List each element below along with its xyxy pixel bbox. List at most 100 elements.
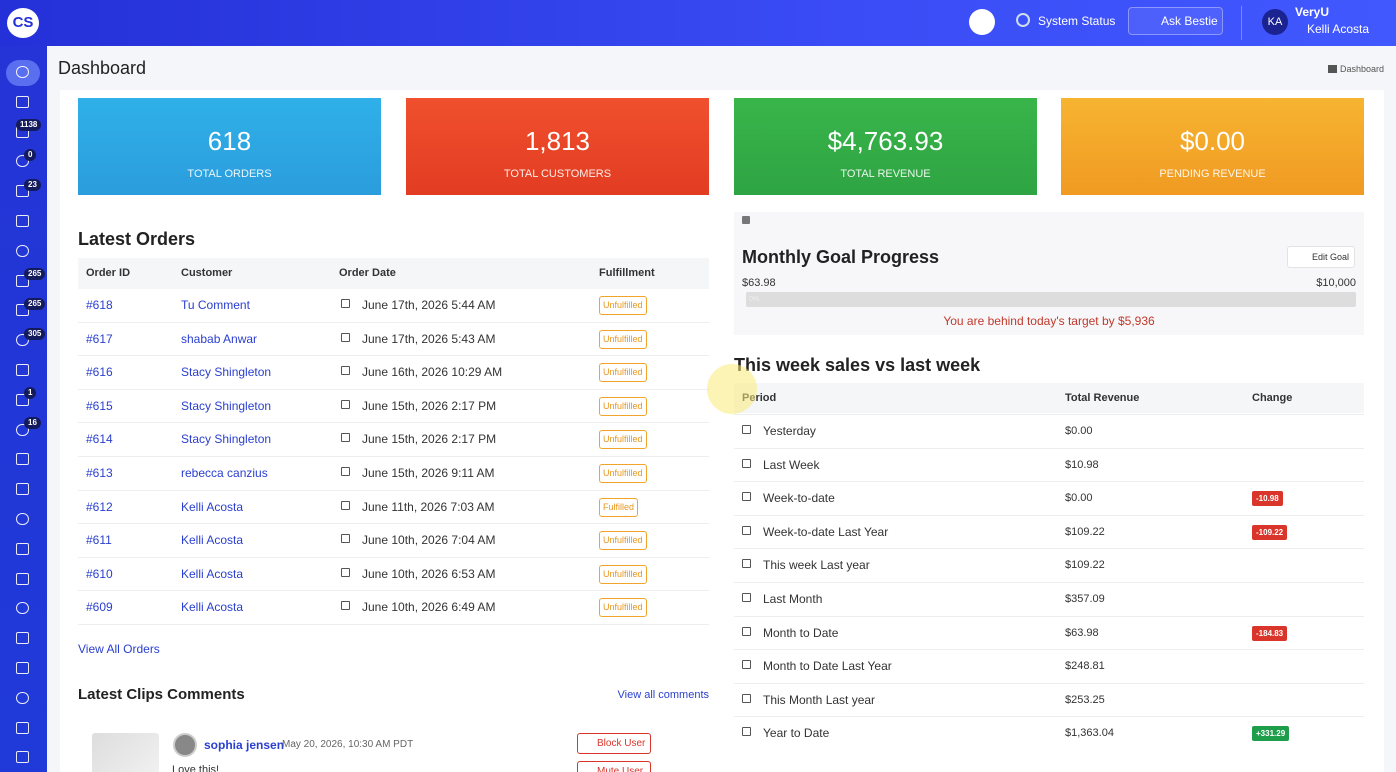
customer[interactable]: Stacy Shingleton bbox=[181, 432, 272, 447]
row-divider bbox=[734, 481, 1364, 483]
order-date: June 11th, 2026 7:03 AM bbox=[362, 499, 495, 514]
order-id[interactable]: #618 bbox=[86, 298, 113, 312]
revenue: $0.00 bbox=[1065, 425, 1093, 437]
progress-label: 0% bbox=[749, 296, 760, 303]
nav-icon[interactable] bbox=[16, 95, 29, 108]
customer[interactable]: Stacy Shingleton bbox=[181, 365, 272, 380]
order-id[interactable]: #616 bbox=[86, 365, 113, 380]
nav-icon[interactable] bbox=[16, 751, 29, 764]
ask-button[interactable] bbox=[1128, 7, 1223, 35]
nav-icon[interactable] bbox=[16, 66, 29, 78]
nav-icon[interactable] bbox=[16, 602, 29, 615]
order-id[interactable]: #615 bbox=[86, 398, 113, 413]
calendar-icon bbox=[742, 458, 751, 468]
mute-button[interactable]: Mute User bbox=[577, 761, 651, 772]
change-badge: +331.29 bbox=[1252, 726, 1290, 742]
nav-icon[interactable] bbox=[16, 662, 29, 674]
nav-icon[interactable] bbox=[16, 572, 29, 585]
calendar-icon bbox=[742, 727, 751, 737]
block-button[interactable]: Block User bbox=[577, 733, 651, 754]
user-name: Kelli Acosta bbox=[1307, 22, 1370, 36]
system-status[interactable]: System Status bbox=[1038, 14, 1116, 28]
nav-icon[interactable] bbox=[16, 691, 29, 704]
customer[interactable]: Kelli Acosta bbox=[181, 533, 244, 548]
calendar-icon bbox=[742, 660, 751, 670]
revenue: $63.98 bbox=[1065, 626, 1099, 639]
avatar[interactable]: KA bbox=[1262, 9, 1288, 35]
status-icon bbox=[1016, 13, 1030, 27]
order-id[interactable]: #609 bbox=[86, 600, 113, 615]
status-badge: Unfulfilled bbox=[599, 363, 647, 383]
calendar-icon bbox=[341, 567, 350, 577]
customer[interactable]: Tu Comment bbox=[181, 298, 250, 312]
period: Month to Date Last Year bbox=[763, 659, 892, 674]
nav-icon[interactable] bbox=[16, 453, 29, 466]
stat-value: 1,813 bbox=[524, 126, 591, 156]
row-divider bbox=[78, 355, 709, 357]
nav-icon[interactable] bbox=[16, 334, 29, 347]
view-all-orders[interactable]: View All Orders bbox=[78, 642, 160, 656]
nav-icon[interactable] bbox=[16, 721, 29, 734]
nav-icon[interactable] bbox=[16, 215, 29, 227]
customer[interactable]: shabab Anwar bbox=[181, 331, 258, 346]
order-date: June 17th, 2026 5:43 AM bbox=[362, 331, 496, 346]
nav-icon[interactable] bbox=[16, 185, 29, 198]
status-badge: Unfulfilled bbox=[599, 396, 647, 416]
stat-card[interactable]: $4,763.93 TOTAL REVENUE bbox=[734, 98, 1037, 195]
customer[interactable]: Stacy Shingleton bbox=[181, 398, 272, 413]
row-divider bbox=[734, 682, 1364, 684]
period: Last Month bbox=[763, 592, 823, 606]
nav-icon[interactable] bbox=[16, 155, 29, 168]
row-divider bbox=[78, 321, 709, 323]
period: Year to Date bbox=[763, 726, 830, 741]
calendar-icon bbox=[742, 492, 751, 502]
nav-icon[interactable] bbox=[16, 542, 29, 555]
revenue: $109.22 bbox=[1065, 559, 1105, 572]
customer[interactable]: Kelli Acosta bbox=[181, 600, 244, 615]
nav-icon[interactable] bbox=[16, 393, 29, 406]
view-all-comments: View all comments bbox=[617, 689, 710, 701]
order-id[interactable]: #617 bbox=[86, 331, 113, 346]
period: Week-to-date Last Year bbox=[763, 524, 889, 539]
status-badge: Fulfilled bbox=[599, 497, 639, 517]
period: Yesterday bbox=[763, 424, 816, 438]
ask-label[interactable]: Ask Bestie bbox=[1161, 14, 1218, 28]
nav-icon[interactable] bbox=[16, 483, 29, 496]
customer[interactable]: rebecca canzius bbox=[181, 466, 268, 480]
order-date: June 10th, 2026 6:49 AM bbox=[362, 600, 496, 615]
commenter-name[interactable]: sophia jensen bbox=[204, 738, 285, 752]
goal-title: Monthly Goal Progress bbox=[742, 247, 940, 267]
status-badge: Unfulfilled bbox=[599, 464, 647, 483]
order-date: June 17th, 2026 5:44 AM bbox=[362, 298, 496, 312]
status-badge: Unfulfilled bbox=[599, 296, 647, 315]
nav-badge: 16 bbox=[24, 417, 41, 429]
nav-icon[interactable] bbox=[16, 274, 29, 287]
nav-icon[interactable] bbox=[16, 513, 29, 525]
order-id[interactable]: #611 bbox=[86, 533, 112, 548]
nav-icon[interactable] bbox=[16, 632, 29, 645]
customer[interactable]: Kelli Acosta bbox=[181, 499, 244, 514]
nav-icon[interactable] bbox=[16, 304, 29, 317]
breadcrumb-icon bbox=[1328, 65, 1337, 73]
nav-badge: 265 bbox=[24, 268, 46, 280]
calendar-icon bbox=[742, 626, 751, 636]
row-divider bbox=[734, 582, 1364, 583]
row-divider bbox=[734, 514, 1364, 516]
progress-bar: 0% bbox=[746, 292, 1356, 307]
nav-icon[interactable] bbox=[16, 244, 29, 257]
nav-badge: 265 bbox=[24, 298, 46, 310]
theme-toggle[interactable] bbox=[969, 9, 995, 35]
nav-badge: 0 bbox=[24, 149, 37, 161]
nav-icon[interactable] bbox=[16, 364, 29, 376]
edit-goal[interactable]: Edit Goal bbox=[1287, 246, 1355, 268]
order-id[interactable]: #610 bbox=[86, 566, 113, 581]
order-id[interactable]: #614 bbox=[86, 432, 113, 447]
nav-icon[interactable] bbox=[16, 423, 29, 436]
status-badge: Unfulfilled bbox=[599, 598, 647, 618]
calendar-icon bbox=[341, 500, 350, 510]
calendar-icon bbox=[341, 399, 350, 409]
order-id[interactable]: #613 bbox=[86, 466, 113, 480]
row-divider bbox=[734, 548, 1364, 550]
customer[interactable]: Kelli Acosta bbox=[181, 566, 244, 581]
order-id[interactable]: #612 bbox=[86, 499, 113, 514]
